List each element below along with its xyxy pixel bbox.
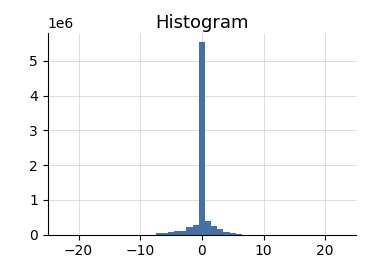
- Bar: [199, 42, 205, 235]
- Bar: [156, 233, 162, 235]
- Bar: [217, 229, 224, 235]
- Bar: [205, 221, 211, 235]
- Bar: [224, 232, 230, 235]
- Bar: [162, 232, 168, 235]
- Title: Histogram: Histogram: [155, 14, 248, 31]
- Bar: [168, 232, 174, 235]
- Text: 1e6: 1e6: [48, 17, 74, 31]
- Bar: [211, 226, 217, 235]
- Bar: [236, 234, 242, 235]
- Bar: [180, 231, 186, 235]
- Bar: [174, 232, 180, 235]
- Bar: [193, 225, 199, 235]
- Bar: [186, 227, 193, 235]
- Bar: [230, 233, 236, 235]
